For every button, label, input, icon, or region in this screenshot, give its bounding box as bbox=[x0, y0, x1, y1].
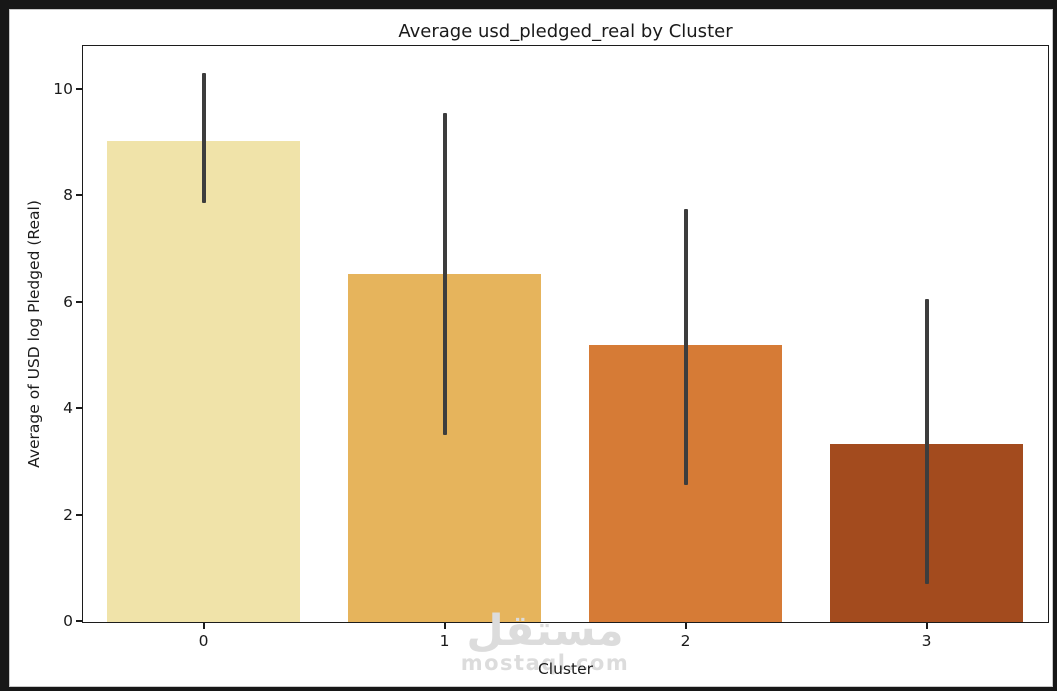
x-tick-mark bbox=[202, 623, 205, 629]
y-axis-label: Average of USD log Pledged (Real) bbox=[25, 200, 43, 468]
error-bar-cluster-3 bbox=[924, 299, 929, 584]
x-tick-mark bbox=[443, 623, 446, 629]
x-tick-label: 0 bbox=[198, 632, 209, 650]
y-tick-mark bbox=[76, 513, 82, 516]
y-tick-label: 2 bbox=[63, 505, 73, 524]
y-tick-label: 8 bbox=[63, 186, 73, 205]
x-tick-label: 1 bbox=[439, 632, 450, 650]
x-tick-mark bbox=[684, 623, 687, 629]
y-tick-label: 0 bbox=[63, 612, 73, 630]
error-bar-cluster-2 bbox=[683, 208, 688, 486]
error-bar-cluster-0 bbox=[201, 73, 206, 204]
x-tick-mark bbox=[925, 623, 928, 629]
y-tick-mark bbox=[76, 620, 82, 622]
y-tick-mark bbox=[76, 300, 82, 303]
x-axis-label: Cluster bbox=[537, 660, 593, 678]
bar-cluster-0 bbox=[107, 140, 300, 622]
error-bar-cluster-1 bbox=[442, 113, 447, 435]
y-tick-mark bbox=[76, 407, 82, 410]
x-tick-label: 2 bbox=[680, 632, 691, 650]
y-tick-label: 4 bbox=[63, 399, 73, 418]
y-tick-label: 6 bbox=[63, 292, 73, 311]
y-tick-mark bbox=[76, 194, 82, 197]
y-axis-label-text: Average of USD log Pledged (Real) bbox=[25, 200, 43, 468]
y-tick-mark bbox=[76, 88, 82, 91]
chart-title: Average usd_pledged_real by Cluster bbox=[398, 21, 733, 42]
y-tick-label: 10 bbox=[53, 80, 73, 99]
plot-area: 0 2 4 6 8 10 0 1 2 3 bbox=[53, 45, 1049, 650]
x-tick-label: 3 bbox=[921, 632, 932, 650]
chart-figure: Average usd_pledged_real by Cluster Aver… bbox=[10, 10, 1052, 686]
